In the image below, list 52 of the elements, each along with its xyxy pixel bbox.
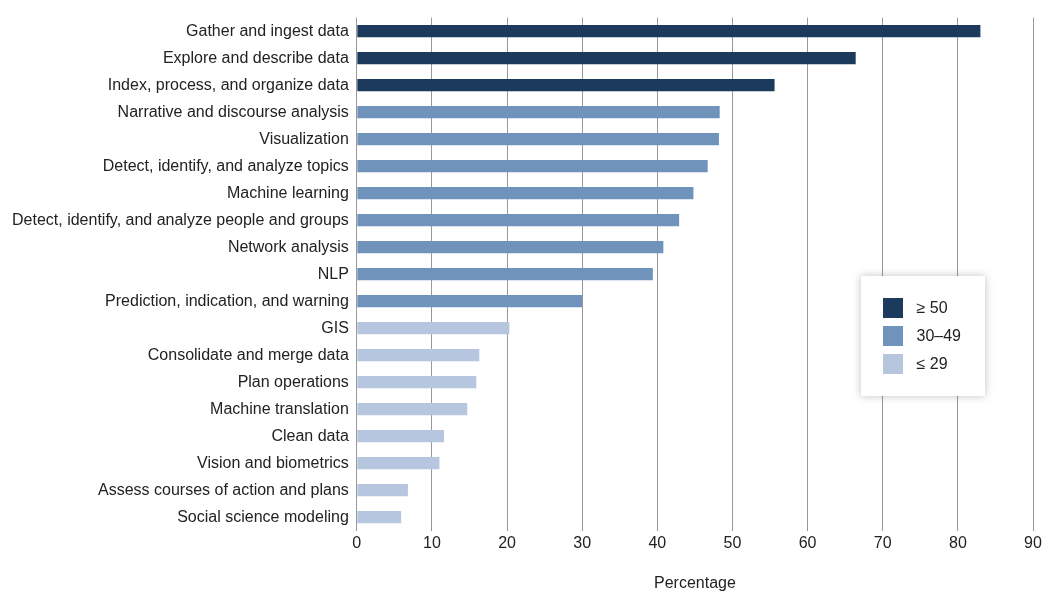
legend-label: ≤ 29 bbox=[916, 354, 948, 373]
x-axis-title: Percentage bbox=[653, 573, 736, 591]
bar bbox=[357, 52, 856, 65]
bar bbox=[357, 322, 510, 335]
legend-label: 30–49 bbox=[916, 326, 961, 345]
bar bbox=[357, 160, 708, 173]
y-tick-label: Assess courses of action and plans bbox=[98, 480, 349, 498]
y-tick-label: Machine learning bbox=[226, 183, 349, 201]
x-tick-label: 80 bbox=[948, 533, 967, 551]
bar bbox=[357, 430, 444, 443]
y-tick-label: Vision and biometrics bbox=[197, 453, 349, 471]
x-tick-label: 10 bbox=[423, 533, 441, 551]
bar bbox=[357, 133, 719, 146]
bar bbox=[357, 187, 694, 200]
x-tick-label: 0 bbox=[352, 533, 362, 551]
bar bbox=[357, 79, 775, 92]
bar bbox=[357, 403, 468, 416]
bar bbox=[357, 484, 408, 497]
x-tick-label: 50 bbox=[723, 533, 742, 551]
x-tick-label: 40 bbox=[648, 533, 667, 551]
y-tick-label: Visualization bbox=[259, 129, 349, 147]
x-tick-label: 30 bbox=[573, 533, 592, 551]
y-tick-label: Explore and describe data bbox=[162, 48, 349, 66]
y-tick-label: Social science modeling bbox=[177, 507, 349, 525]
y-tick-label: Consolidate and merge data bbox=[147, 345, 349, 363]
bar bbox=[357, 268, 653, 281]
bar bbox=[357, 349, 480, 362]
y-tick-label: Index, process, and organize data bbox=[107, 75, 349, 93]
bar bbox=[357, 25, 981, 38]
bar bbox=[357, 106, 720, 119]
y-tick-label: Clean data bbox=[271, 426, 349, 444]
x-tick-label: 60 bbox=[798, 533, 817, 551]
y-tick-label: Detect, identify, and analyze people and groups bbox=[11, 210, 349, 228]
y-tick-label: Network analysis bbox=[227, 237, 349, 255]
x-tick-label: 70 bbox=[873, 533, 892, 551]
y-tick-label: Detect, identify, and analyze topics bbox=[102, 156, 349, 174]
y-tick-label: Gather and ingest data bbox=[186, 21, 349, 39]
bar bbox=[357, 214, 680, 227]
legend-label: ≥ 50 bbox=[916, 298, 948, 317]
x-tick-label: 90 bbox=[1024, 533, 1042, 551]
bar bbox=[357, 511, 402, 524]
y-tick-label: GIS bbox=[321, 318, 349, 336]
y-tick-label: Narrative and discourse analysis bbox=[117, 102, 349, 120]
x-tick-label: 20 bbox=[498, 533, 517, 551]
bar bbox=[357, 457, 440, 470]
bar bbox=[357, 376, 477, 389]
bar bbox=[357, 295, 583, 308]
y-tick-label: Prediction, indication, and warning bbox=[105, 291, 349, 309]
y-tick-label: Plan operations bbox=[237, 372, 349, 390]
y-tick-label: Machine translation bbox=[210, 399, 349, 417]
y-tick-label: NLP bbox=[317, 264, 349, 282]
bar bbox=[357, 241, 664, 254]
